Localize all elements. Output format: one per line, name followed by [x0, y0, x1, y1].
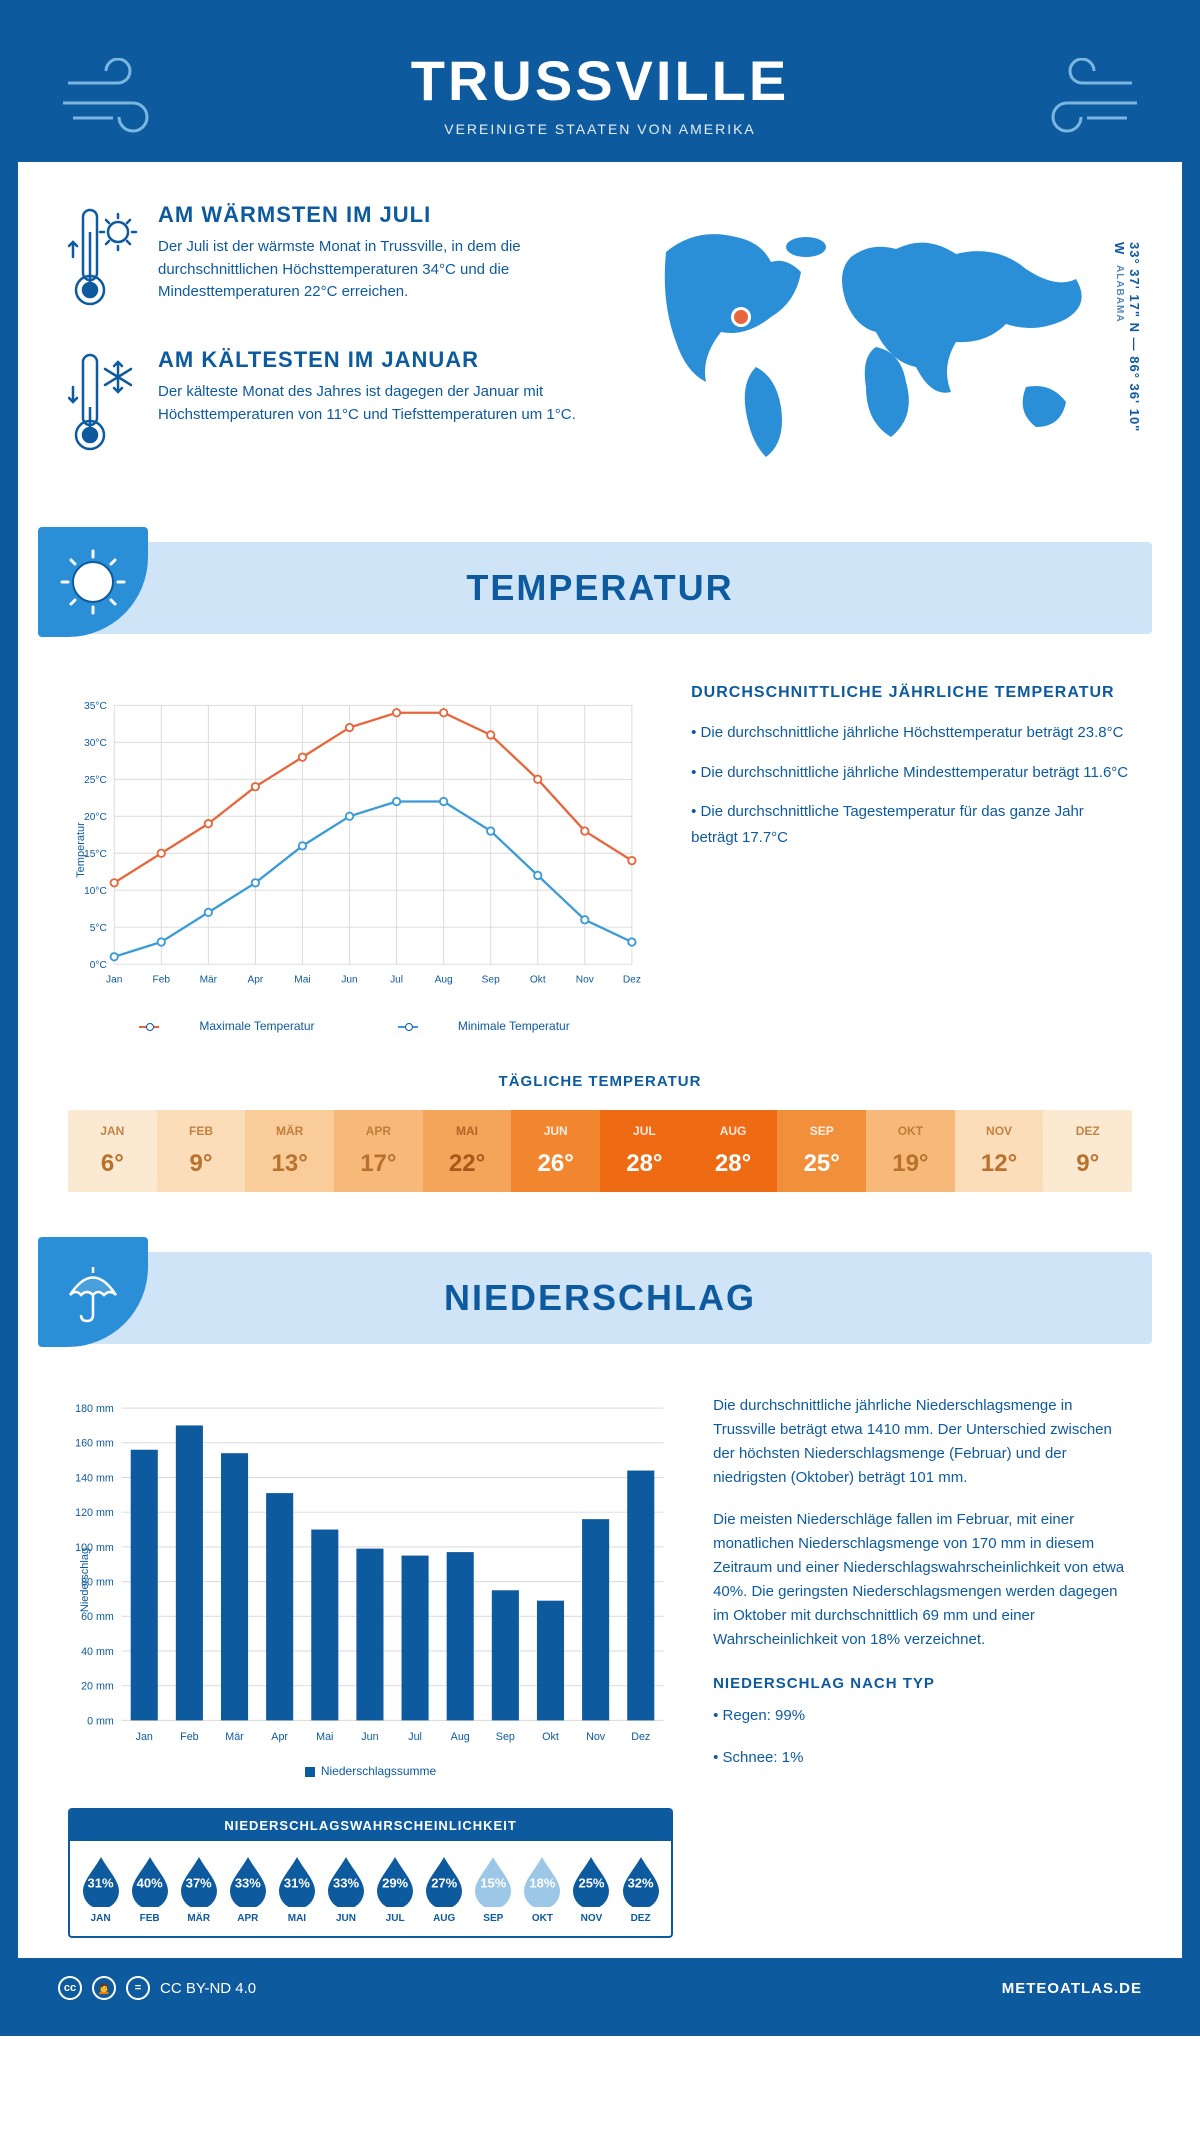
svg-text:Jun: Jun [341, 975, 357, 986]
temperature-heading: TEMPERATUR [68, 567, 1132, 609]
svg-text:Jul: Jul [390, 975, 403, 986]
temp-cell: DEZ9° [1043, 1110, 1132, 1192]
svg-text:0°C: 0°C [90, 960, 107, 971]
svg-text:180 mm: 180 mm [75, 1403, 114, 1415]
svg-text:Mär: Mär [225, 1731, 244, 1743]
svg-text:Mai: Mai [294, 975, 310, 986]
coldest-fact: AM KÄLTESTEN IM JANUAR Der kälteste Mona… [68, 347, 580, 462]
precip-bar-chart: Niederschlag 0 mm20 mm40 mm60 mm80 mm100… [68, 1394, 673, 1754]
svg-text:Aug: Aug [451, 1731, 470, 1743]
svg-text:0 mm: 0 mm [87, 1715, 114, 1727]
precip-heading: NIEDERSCHLAG [68, 1277, 1132, 1319]
daily-temp-table: TÄGLICHE TEMPERATUR JAN6°FEB9°MÄR13°APR1… [18, 1053, 1182, 1232]
svg-text:Jan: Jan [136, 1731, 153, 1743]
svg-text:Okt: Okt [542, 1731, 559, 1743]
temp-info: DURCHSCHNITTLICHE JÄHRLICHE TEMPERATUR •… [691, 684, 1132, 1033]
svg-text:20 mm: 20 mm [81, 1681, 114, 1693]
svg-text:160 mm: 160 mm [75, 1438, 114, 1450]
svg-text:35°C: 35°C [84, 701, 107, 712]
coldest-title: AM KÄLTESTEN IM JANUAR [158, 347, 580, 373]
warmest-fact: AM WÄRMSTEN IM JULI Der Juli ist der wär… [68, 202, 580, 317]
temp-cell: JUL28° [600, 1110, 689, 1192]
svg-text:60 mm: 60 mm [81, 1611, 114, 1623]
country-subtitle: VEREINIGTE STAATEN VON AMERIKA [38, 121, 1162, 137]
probability-drop: 29%JUL [373, 1853, 418, 1924]
probability-drop: 40%FEB [127, 1853, 172, 1924]
temperature-section-header: TEMPERATUR [48, 542, 1152, 634]
footer: cc 🙍 = CC BY-ND 4.0 METEOATLAS.DE [18, 1958, 1182, 2018]
svg-text:Nov: Nov [576, 975, 595, 986]
probability-drop: 33%APR [225, 1853, 270, 1924]
probability-drop: 32%DEZ [618, 1853, 663, 1924]
probability-drop: 18%OKT [520, 1853, 565, 1924]
svg-text:Mai: Mai [316, 1731, 333, 1743]
umbrella-icon [38, 1237, 148, 1347]
probability-drop: 15%SEP [471, 1853, 516, 1924]
precip-section-header: NIEDERSCHLAG [48, 1252, 1152, 1344]
svg-text:40 mm: 40 mm [81, 1646, 114, 1658]
warmest-text: Der Juli ist der wärmste Monat in Trussv… [158, 236, 580, 304]
svg-text:Jun: Jun [361, 1731, 378, 1743]
probability-drop: 31%JAN [78, 1853, 123, 1924]
probability-drop: 31%MAI [274, 1853, 319, 1924]
precip-probability-box: NIEDERSCHLAGSWAHRSCHEINLICHKEIT 31%JAN40… [68, 1808, 673, 1938]
svg-text:Apr: Apr [247, 975, 263, 986]
svg-text:Jan: Jan [106, 975, 122, 986]
temp-cell: OKT19° [866, 1110, 955, 1192]
svg-text:30°C: 30°C [84, 738, 107, 749]
temp-cell: AUG28° [689, 1110, 778, 1192]
temp-cell: SEP25° [777, 1110, 866, 1192]
svg-text:5°C: 5°C [90, 923, 107, 934]
header: TRUSSVILLE VEREINIGTE STAATEN VON AMERIK… [18, 18, 1182, 162]
probability-drop: 33%JUN [323, 1853, 368, 1924]
svg-text:Apr: Apr [271, 1731, 288, 1743]
precip-chart-legend: Niederschlagssumme [68, 1764, 673, 1778]
svg-text:Feb: Feb [180, 1731, 199, 1743]
svg-text:120 mm: 120 mm [75, 1507, 114, 1519]
temp-cell: NOV12° [955, 1110, 1044, 1192]
nd-icon: = [126, 1976, 150, 2000]
world-map-icon [620, 202, 1132, 462]
temp-cell: MÄR13° [245, 1110, 334, 1192]
thermometer-hot-icon [68, 202, 138, 317]
svg-text:Okt: Okt [530, 975, 546, 986]
cc-icon: cc [58, 1976, 82, 2000]
temp-cell: FEB9° [157, 1110, 246, 1192]
license-badge: cc 🙍 = CC BY-ND 4.0 [58, 1976, 256, 2000]
svg-text:Nov: Nov [586, 1731, 606, 1743]
thermometer-cold-icon [68, 347, 138, 462]
svg-text:15°C: 15°C [84, 849, 107, 860]
temp-chart-legend: Maximale Temperatur Minimale Temperatur [68, 1019, 641, 1033]
svg-text:Sep: Sep [482, 975, 500, 986]
probability-drop: 37%MÄR [176, 1853, 221, 1924]
warmest-title: AM WÄRMSTEN IM JULI [158, 202, 580, 228]
intro-section: AM WÄRMSTEN IM JULI Der Juli ist der wär… [18, 162, 1182, 522]
svg-text:Feb: Feb [153, 975, 171, 986]
brand-label: METEOATLAS.DE [1002, 1980, 1142, 1997]
infographic-page: TRUSSVILLE VEREINIGTE STAATEN VON AMERIK… [0, 0, 1200, 2036]
svg-text:Mär: Mär [200, 975, 218, 986]
by-icon: 🙍 [92, 1976, 116, 2000]
sun-icon [38, 527, 148, 637]
probability-drop: 27%AUG [422, 1853, 467, 1924]
svg-text:Sep: Sep [496, 1731, 515, 1743]
temp-cell: MAI22° [423, 1110, 512, 1192]
svg-text:10°C: 10°C [84, 886, 107, 897]
temp-cell: JAN6° [68, 1110, 157, 1192]
precip-info: Die durchschnittliche jährliche Niedersc… [713, 1394, 1132, 1938]
coldest-text: Der kälteste Monat des Jahres ist dagege… [158, 381, 580, 426]
temp-cell: APR17° [334, 1110, 423, 1192]
svg-text:Dez: Dez [631, 1731, 650, 1743]
svg-text:25°C: 25°C [84, 775, 107, 786]
svg-text:Dez: Dez [623, 975, 641, 986]
temp-cell: JUN26° [511, 1110, 600, 1192]
coordinates-text: 33° 37' 17" N — 86° 36' 10" W ALABAMA [1112, 242, 1142, 492]
svg-text:Jul: Jul [408, 1731, 422, 1743]
svg-text:Aug: Aug [435, 975, 453, 986]
probability-drop: 25%NOV [569, 1853, 614, 1924]
svg-text:140 mm: 140 mm [75, 1472, 114, 1484]
svg-text:20°C: 20°C [84, 812, 107, 823]
city-title: TRUSSVILLE [38, 48, 1162, 113]
temperature-line-chart: Temperatur 0°C5°C10°C15°C20°C25°C30°C35°… [68, 684, 641, 1004]
